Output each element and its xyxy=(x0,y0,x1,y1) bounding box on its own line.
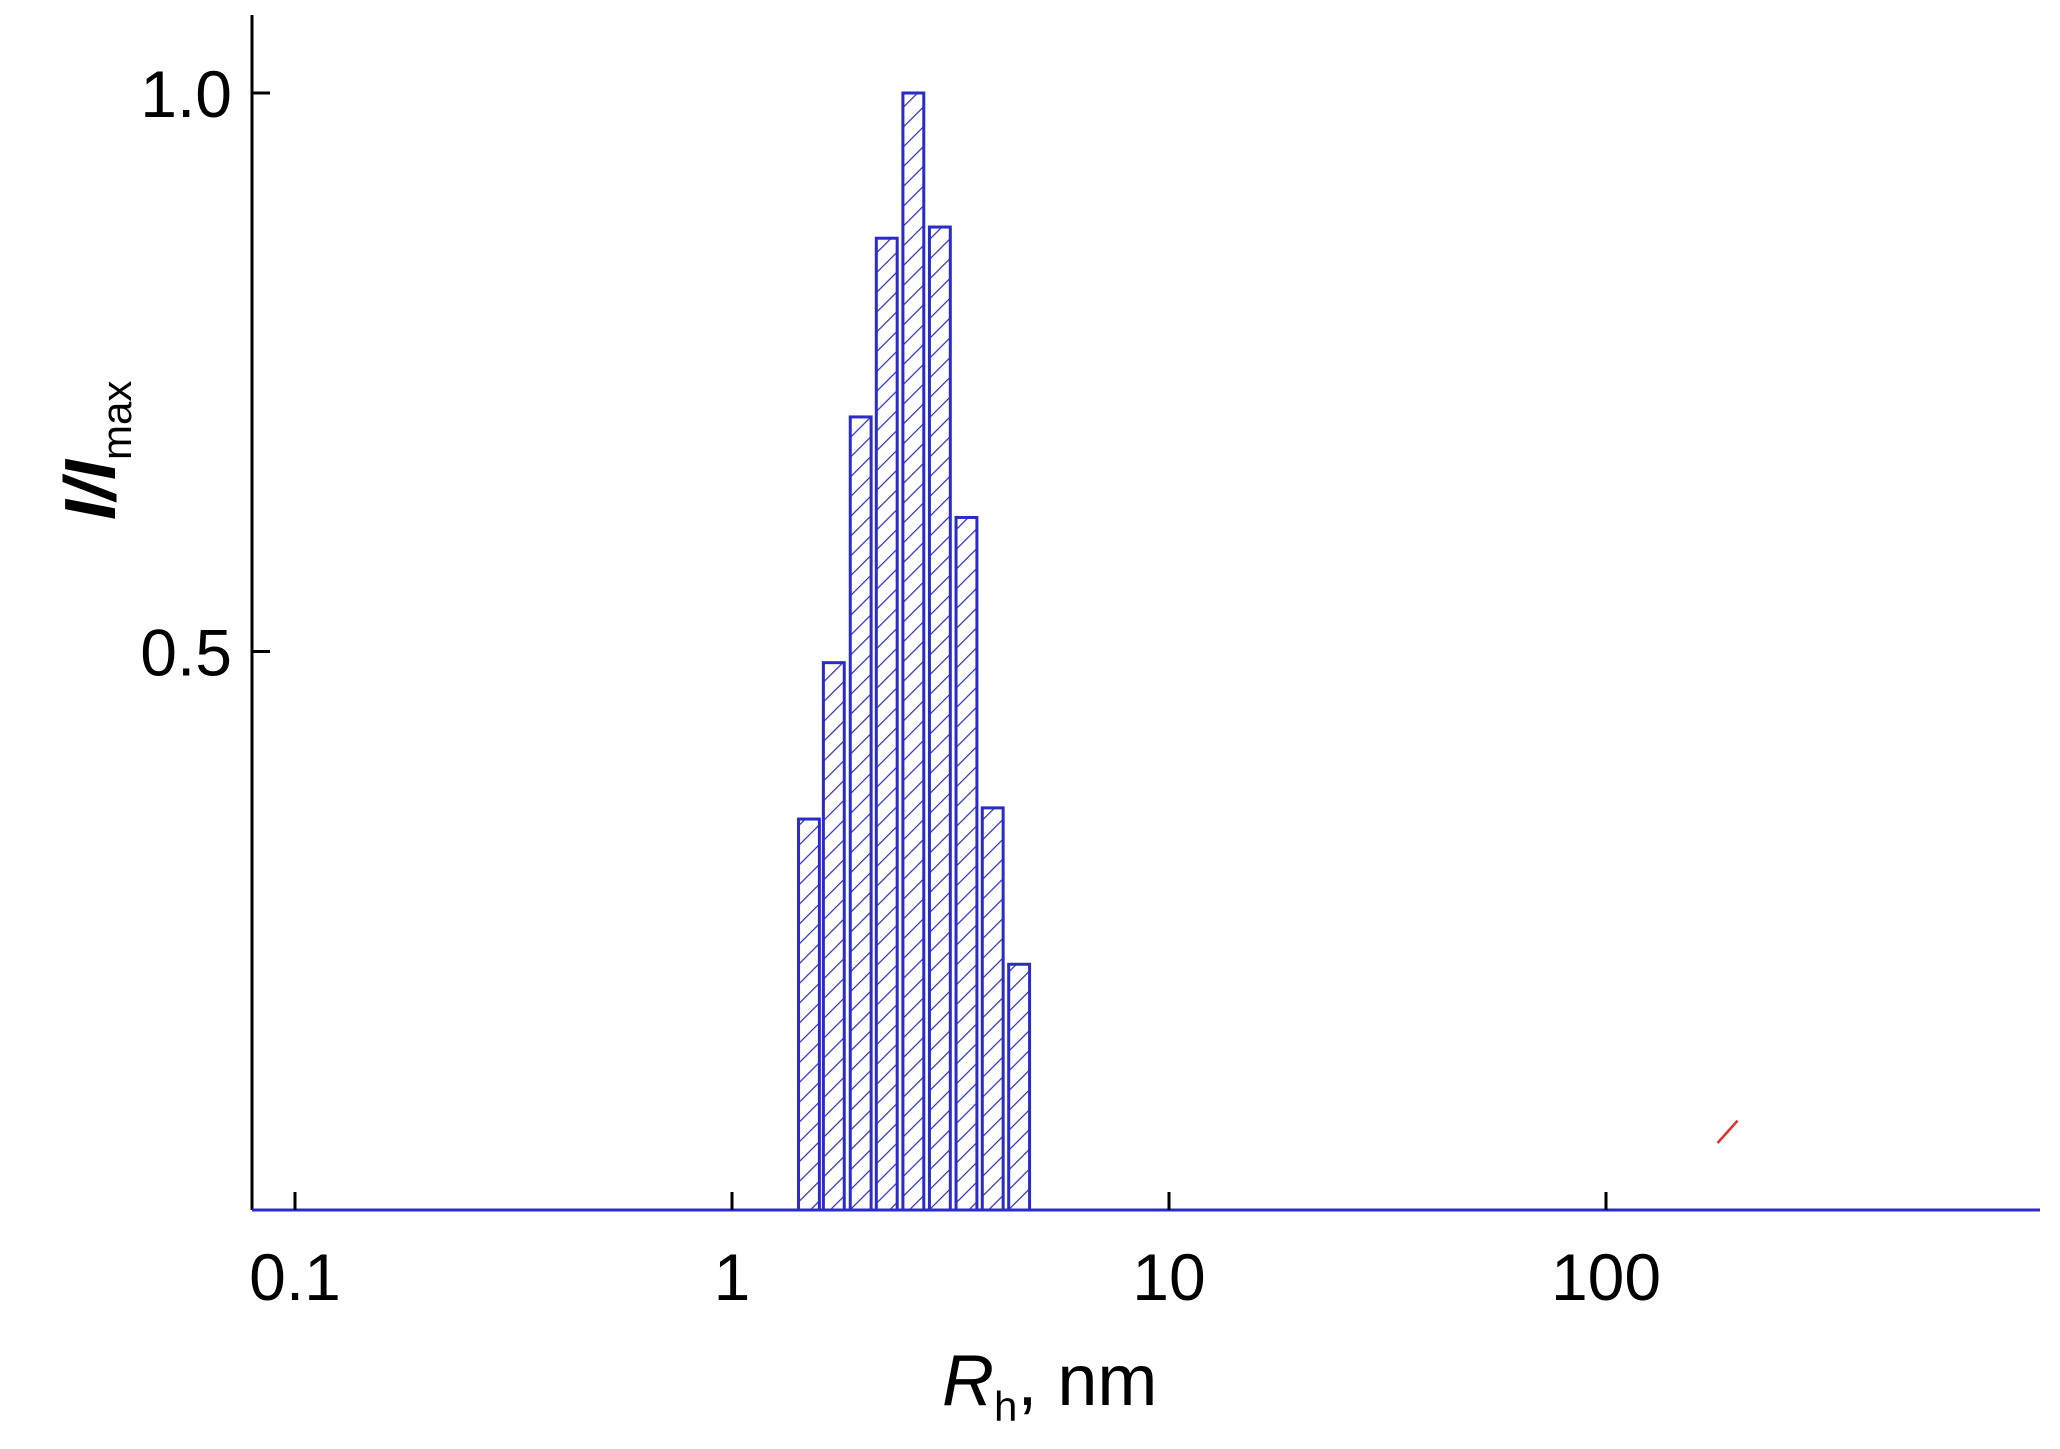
bar xyxy=(927,225,952,1212)
x-axis-label: Rh, nm xyxy=(942,1341,1157,1430)
bar xyxy=(821,661,846,1212)
svg-text:I/Imax: I/Imax xyxy=(51,381,140,520)
y-tick-label: 0.5 xyxy=(140,616,232,690)
x-tick-label: 1 xyxy=(714,1240,751,1314)
x-axis-label-rest: , nm xyxy=(1017,1341,1157,1421)
bar xyxy=(848,415,873,1212)
y-axis-ticks: 0.5 1.0 xyxy=(140,57,270,690)
y-axis-label-main: I/I xyxy=(51,458,131,520)
x-tick-label: 10 xyxy=(1132,1240,1205,1314)
x-tick-label: 0.1 xyxy=(249,1240,341,1314)
bar-series xyxy=(797,91,1032,1212)
x-axis-label-main: R xyxy=(942,1341,994,1421)
bar xyxy=(980,806,1005,1212)
bar xyxy=(874,236,899,1212)
bar xyxy=(901,91,926,1212)
annotations xyxy=(1716,1119,1739,1144)
y-axis-label: I/Imax xyxy=(51,381,140,520)
x-axis-ticks: 0.1 1 10 100 xyxy=(249,1192,1661,1314)
bar xyxy=(797,817,821,1212)
y-axis-label-sub: max xyxy=(93,381,140,460)
bar xyxy=(954,515,979,1212)
red-line-segment xyxy=(1716,1119,1739,1144)
x-tick-label: 100 xyxy=(1551,1240,1661,1314)
bar xyxy=(1007,962,1032,1212)
x-axis-label-sub: h xyxy=(994,1383,1017,1430)
y-tick-label: 1.0 xyxy=(140,57,232,131)
